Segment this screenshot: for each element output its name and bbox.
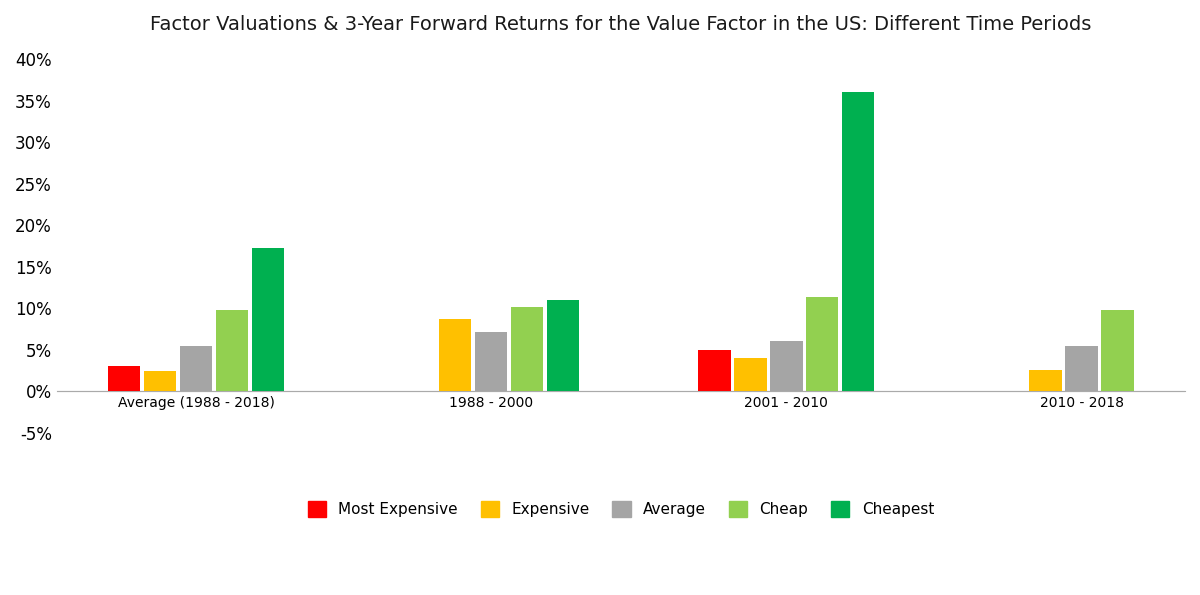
Bar — [770, 341, 803, 392]
Title: Factor Valuations & 3-Year Forward Returns for the Value Factor in the US: Diffe: Factor Valuations & 3-Year Forward Retur… — [150, 15, 1092, 34]
Bar — [842, 92, 875, 392]
Bar — [547, 300, 580, 392]
Bar — [698, 350, 731, 392]
Bar — [734, 358, 767, 392]
Bar — [1066, 346, 1098, 392]
Legend: Most Expensive, Expensive, Average, Cheap, Cheapest: Most Expensive, Expensive, Average, Chea… — [301, 495, 941, 523]
Bar — [108, 367, 140, 392]
Bar — [1102, 310, 1134, 392]
Bar — [216, 310, 248, 392]
Bar — [806, 298, 839, 392]
Bar — [475, 333, 508, 392]
Bar — [144, 371, 176, 392]
Bar — [1030, 369, 1062, 392]
Bar — [252, 249, 284, 392]
Bar — [511, 308, 544, 392]
Bar — [439, 319, 472, 392]
Bar — [180, 346, 212, 392]
